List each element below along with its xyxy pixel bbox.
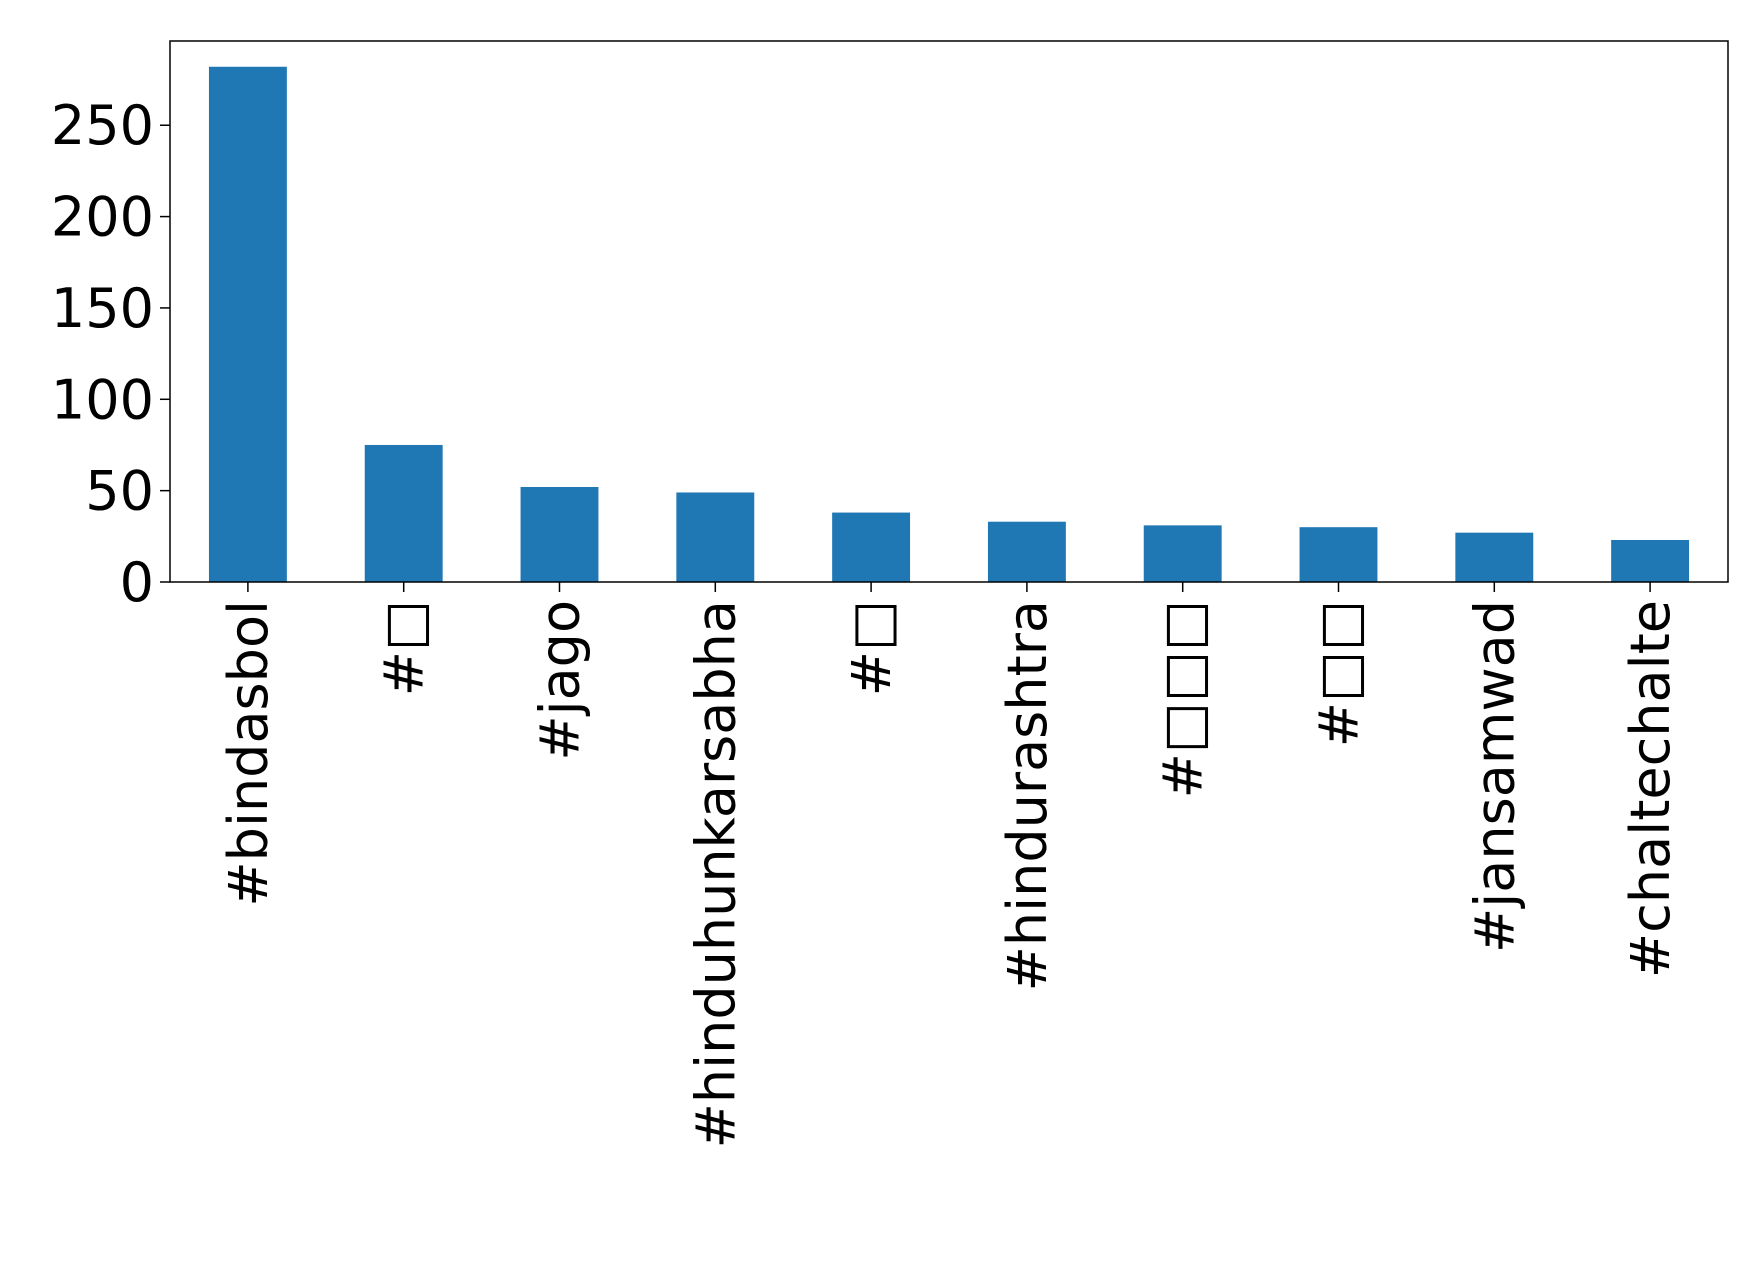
bar [208, 66, 287, 582]
bar [520, 486, 599, 582]
bar [1299, 527, 1378, 582]
x-tick-label: #jago [529, 600, 592, 761]
y-tick-label: 250 [51, 94, 154, 157]
plot-frame [169, 40, 1729, 583]
x-tick-label: #hinduhunkarsabha [684, 600, 747, 1148]
y-tick-label: 200 [51, 186, 154, 249]
x-tick-label: #hindurashtra [996, 600, 1059, 991]
x-tick-label: #□ [840, 600, 903, 696]
bar [1143, 525, 1222, 582]
y-tick-label: 150 [51, 277, 154, 340]
bar [364, 444, 443, 582]
bar [676, 492, 755, 582]
bar [1611, 539, 1690, 582]
x-tick-label: #□ [373, 600, 436, 696]
x-tick-label: #□□ [1308, 600, 1371, 747]
x-tick-label: #□□□ [1152, 600, 1215, 798]
bar [1455, 532, 1534, 582]
bar [832, 512, 911, 582]
y-tick-label: 0 [120, 551, 154, 614]
x-tick-label: #chaltechalte [1619, 600, 1682, 978]
x-tick-label: #jansamwad [1463, 600, 1526, 953]
x-tick-label: #bindasbol [217, 600, 280, 907]
y-tick-label: 100 [51, 368, 154, 431]
y-tick-label: 50 [85, 460, 154, 523]
bar [987, 521, 1066, 582]
